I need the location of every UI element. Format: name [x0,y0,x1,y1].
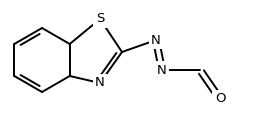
Text: N: N [95,77,105,90]
Text: O: O [215,93,225,106]
Text: N: N [157,63,167,77]
Text: S: S [96,13,104,26]
Text: N: N [151,33,161,46]
